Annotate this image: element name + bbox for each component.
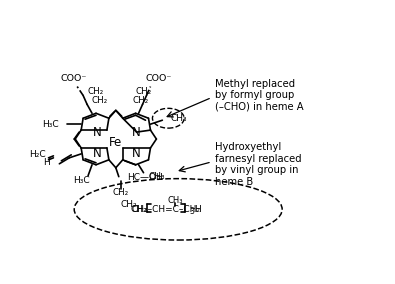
Text: Hydroxyethyl
farnesyl replaced
by vinyl group in
heme B: Hydroxyethyl farnesyl replaced by vinyl … [215,142,301,187]
Text: CH₂: CH₂ [113,188,129,197]
Text: CH₂–CH=C–CH₂: CH₂–CH=C–CH₂ [132,205,201,214]
Text: N: N [92,147,102,160]
Text: CH₂: CH₂ [91,96,107,105]
Text: CH₂: CH₂ [130,205,147,214]
Text: COO⁻: COO⁻ [60,74,87,83]
Text: Fe: Fe [109,135,122,149]
Text: H₃C: H₃C [42,120,58,129]
Text: COO⁻: COO⁻ [145,74,171,83]
Text: N: N [132,147,141,160]
Text: HC—OH: HC—OH [127,173,162,182]
Text: N: N [92,126,102,139]
Text: CH₃: CH₃ [167,196,183,205]
Text: CH₃: CH₃ [149,172,165,181]
Text: CH₃: CH₃ [170,114,187,123]
Text: H: H [194,205,201,214]
Text: CH₂: CH₂ [135,87,151,96]
Text: 3: 3 [189,207,194,216]
Text: CH₂: CH₂ [132,96,149,105]
Text: H₃C: H₃C [73,176,89,185]
Text: CH₂: CH₂ [87,87,103,96]
Text: H: H [43,158,49,167]
Text: Methyl replaced
by formyl group
(–CHO) in heme A: Methyl replaced by formyl group (–CHO) i… [215,79,303,112]
Text: H₂C: H₂C [29,150,45,159]
Text: N: N [132,126,141,139]
Text: CH₂: CH₂ [120,200,137,209]
